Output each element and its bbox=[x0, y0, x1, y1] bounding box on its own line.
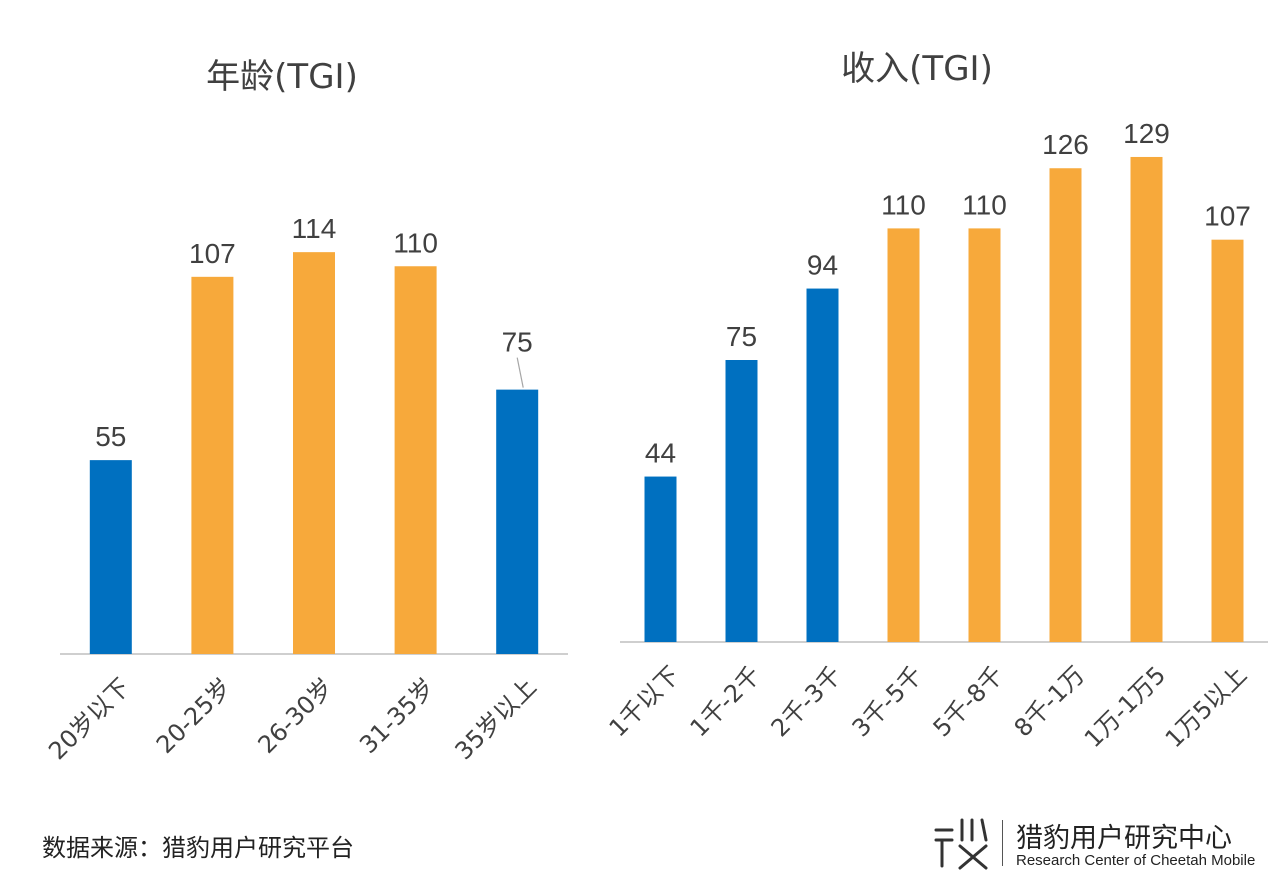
data-label: 44 bbox=[645, 438, 676, 469]
bar bbox=[1130, 156, 1163, 642]
bar bbox=[1049, 168, 1082, 643]
chart-2: 收入(TGI) 44 1千以下 75 1千-2千 94 2千-3千 110 3千-5千 110 5千… bbox=[604, 49, 1268, 753]
logo-name-en: Research Center of Cheetah Mobile bbox=[1016, 852, 1256, 869]
tick-label: 1千以下 bbox=[604, 661, 686, 743]
label-leader-line bbox=[516, 357, 524, 388]
bar bbox=[725, 360, 758, 642]
chart-title: 收入(TGI) bbox=[841, 49, 993, 89]
logo-divider bbox=[1002, 820, 1003, 866]
chart-title: 年龄(TGI) bbox=[206, 57, 358, 97]
logo-name-cn: 猎豹用户研究中心 bbox=[1016, 823, 1232, 854]
tick-label: 1万-1万5 bbox=[1079, 661, 1171, 753]
chart-1: 年龄(TGI) 55 20岁以下 107 20-25岁 114 26-30岁 110 31-35… bbox=[43, 57, 568, 765]
data-label: 110 bbox=[881, 189, 926, 220]
data-label: 110 bbox=[393, 227, 438, 258]
tick-label: 31-35岁 bbox=[354, 673, 440, 759]
data-label: 94 bbox=[807, 250, 838, 281]
bar bbox=[293, 252, 335, 654]
data-label: 107 bbox=[1204, 201, 1251, 232]
brand-logo: 猎豹用户研究中心 Research Center of Cheetah Mobi… bbox=[932, 814, 1272, 874]
bar bbox=[1211, 239, 1244, 642]
tick-label: 20-25岁 bbox=[151, 673, 237, 759]
tick-label: 5千-8千 bbox=[928, 661, 1009, 742]
bar bbox=[191, 276, 234, 654]
data-label: 107 bbox=[189, 238, 236, 269]
cheetah-logo-icon bbox=[934, 818, 988, 870]
tick-label: 3千-5千 bbox=[847, 661, 928, 742]
tick-label: 35岁以上 bbox=[450, 673, 542, 765]
bar bbox=[496, 389, 539, 654]
tick-label: 20岁以下 bbox=[43, 673, 135, 765]
data-label: 55 bbox=[95, 421, 126, 452]
bar bbox=[968, 228, 1001, 642]
tick-label: 2千-3千 bbox=[766, 661, 847, 742]
tick-label: 8千-1万 bbox=[1009, 661, 1090, 742]
data-source-note: 数据来源：猎豹用户研究平台 bbox=[42, 834, 354, 862]
data-label: 75 bbox=[726, 321, 757, 352]
data-label: 129 bbox=[1123, 118, 1170, 149]
bar bbox=[887, 228, 920, 642]
tick-label: 26-30岁 bbox=[253, 673, 339, 759]
tick-label: 1千-2千 bbox=[685, 661, 766, 742]
bar bbox=[89, 460, 132, 654]
bar bbox=[806, 288, 839, 642]
data-label: 75 bbox=[502, 327, 533, 358]
bar bbox=[394, 266, 437, 654]
tick-label: 1万5以上 bbox=[1160, 661, 1252, 753]
data-label: 114 bbox=[292, 213, 337, 244]
bar bbox=[644, 476, 677, 642]
data-label: 110 bbox=[962, 189, 1007, 220]
data-label: 126 bbox=[1042, 129, 1089, 160]
